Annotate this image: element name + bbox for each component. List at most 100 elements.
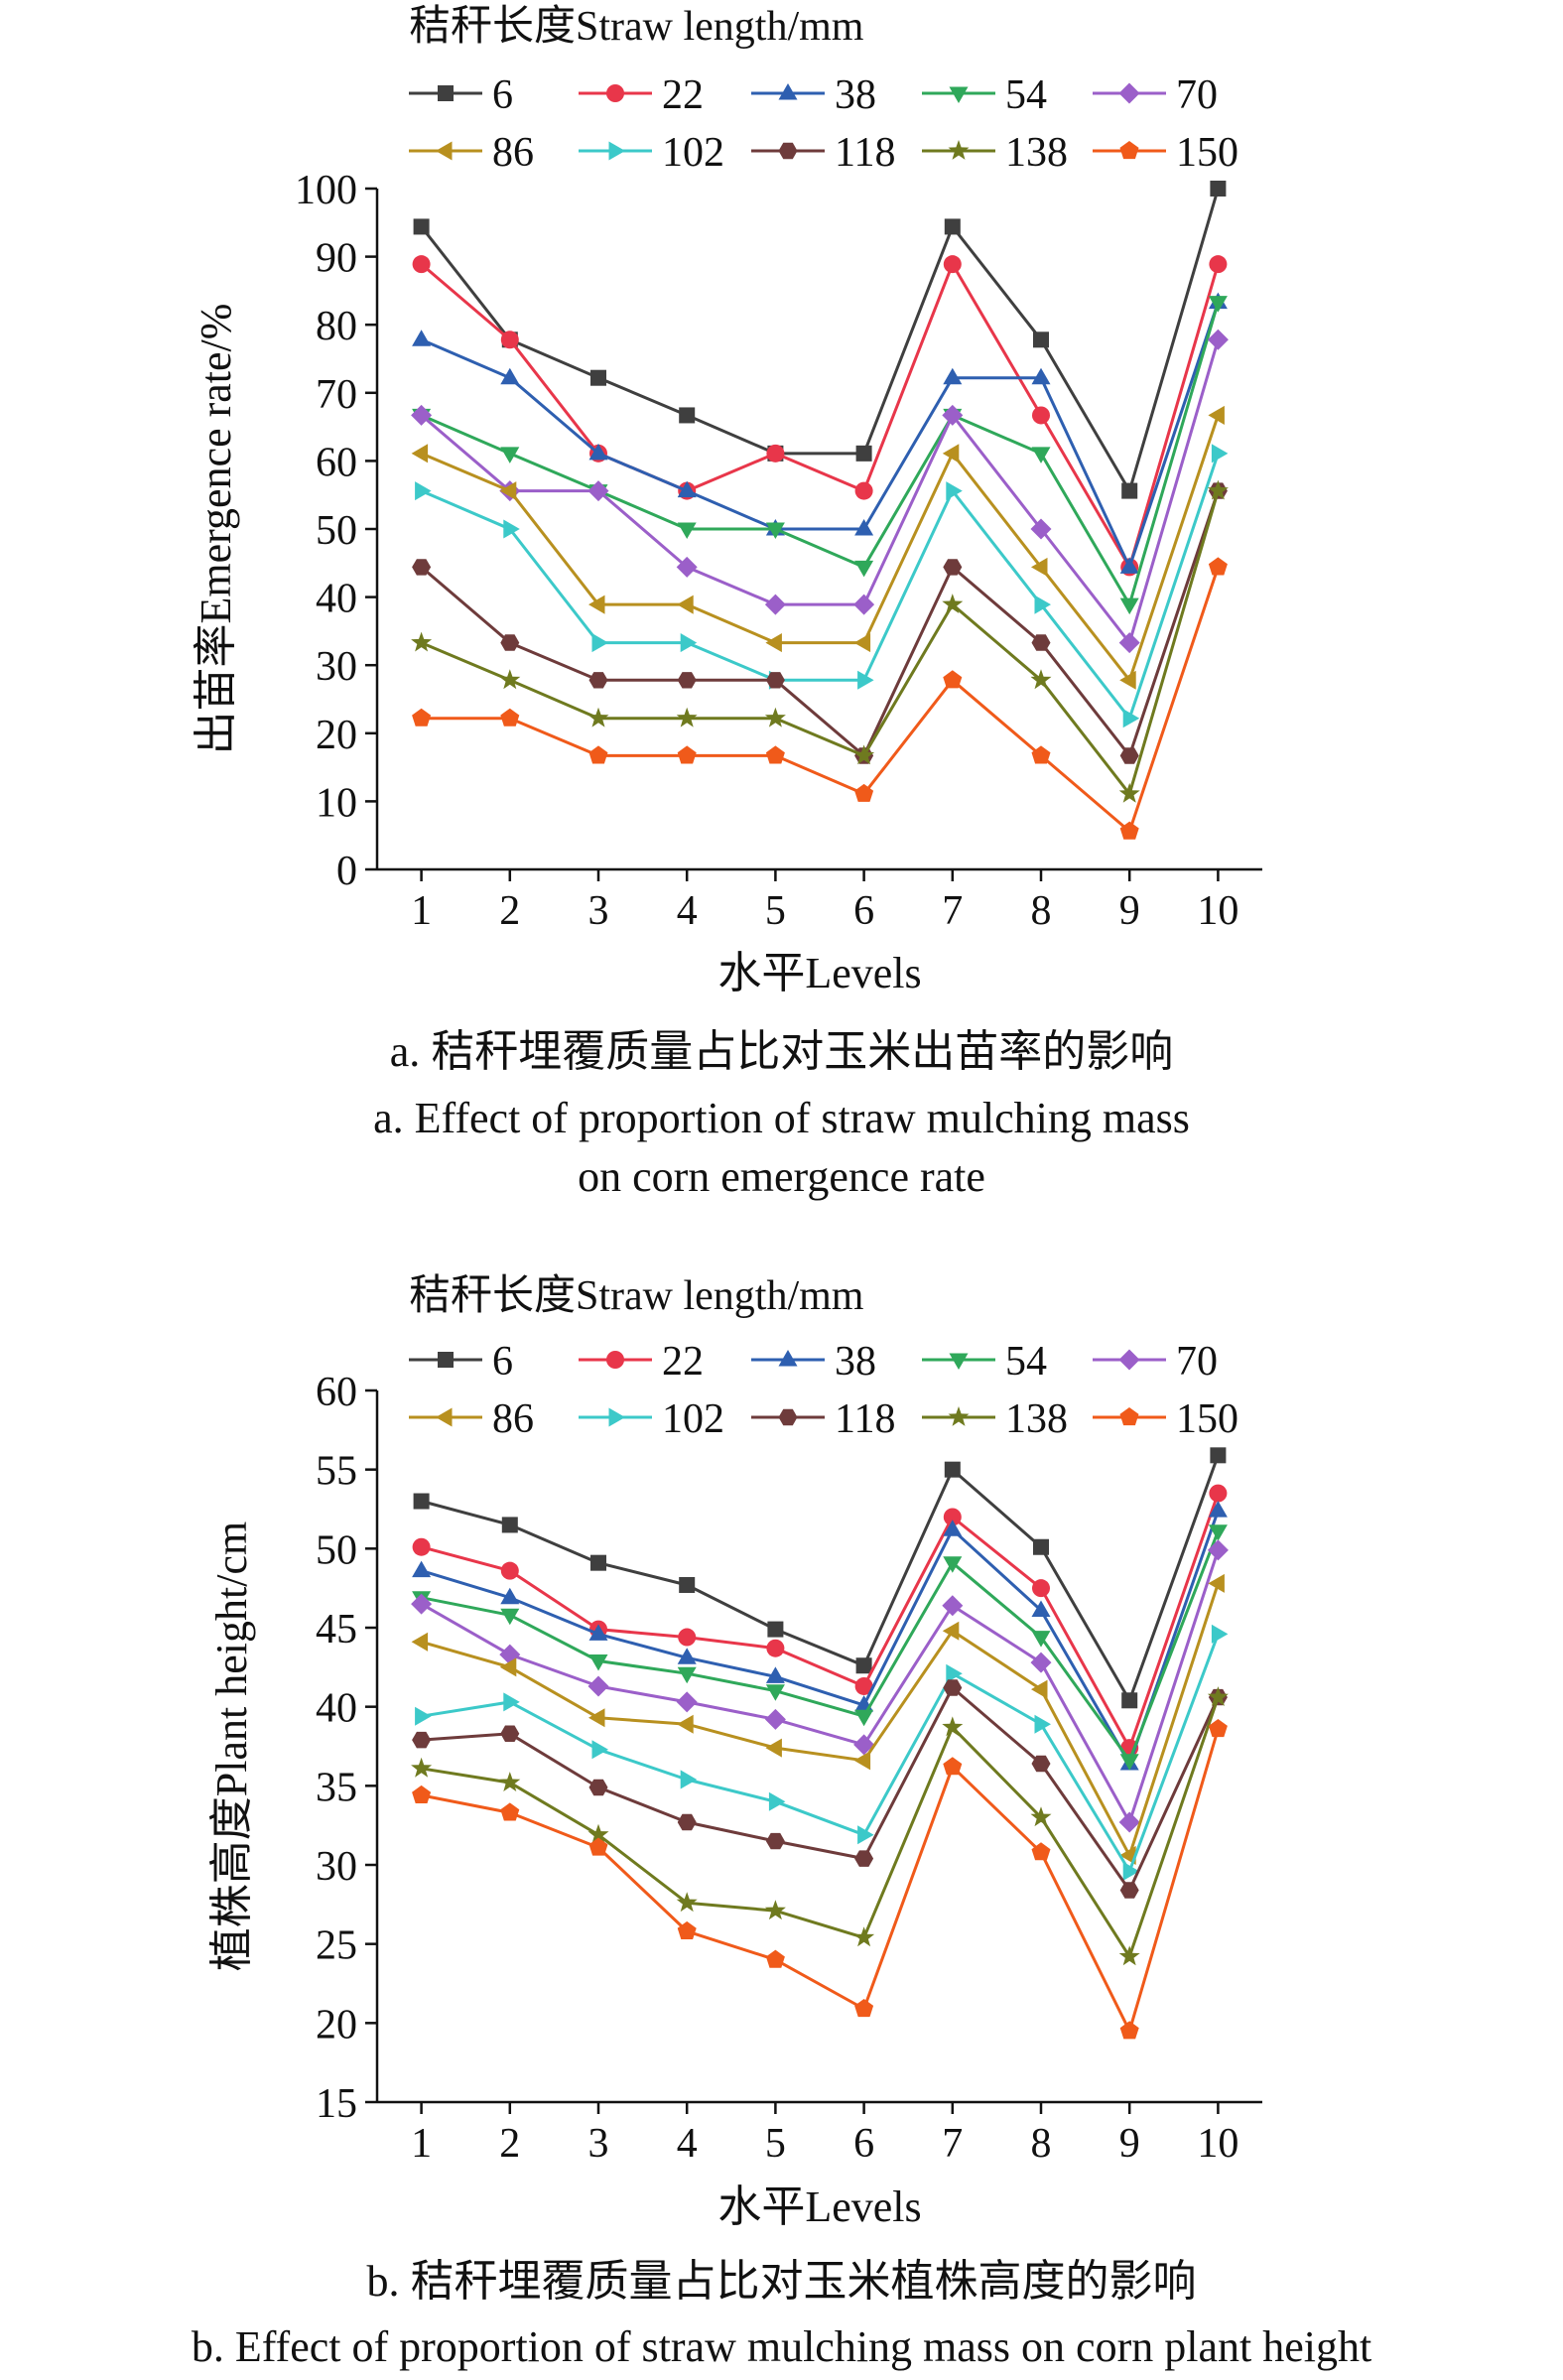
data-point-38 xyxy=(588,443,608,461)
data-point-38 xyxy=(765,1666,785,1683)
data-point-118 xyxy=(588,1779,608,1796)
data-point-86 xyxy=(499,481,517,501)
data-point-54 xyxy=(500,447,520,463)
data-point-118 xyxy=(588,672,608,689)
data-point-138 xyxy=(1118,1945,1140,1966)
legend-label-118: 118 xyxy=(835,130,895,176)
legend-label-86: 86 xyxy=(492,130,534,176)
data-point-102 xyxy=(1034,1714,1051,1734)
series-54 xyxy=(412,296,1228,615)
data-point-86 xyxy=(588,595,605,614)
data-point-6 xyxy=(679,407,696,424)
legend-entry-138: 138 xyxy=(922,130,1068,176)
data-point-138 xyxy=(411,1757,433,1778)
data-point-150 xyxy=(412,1785,432,1803)
data-point-22 xyxy=(412,255,431,274)
data-point-22 xyxy=(500,331,519,349)
data-point-38 xyxy=(412,1560,432,1578)
legend-label-38: 38 xyxy=(835,1339,876,1385)
y-tick-label: 45 xyxy=(316,1607,357,1653)
caption-b-chinese: b. 秸秆埋覆质量占比对玉米植株高度的影响 xyxy=(366,2257,1197,2306)
legend-label-150: 150 xyxy=(1176,130,1238,176)
caption-a-english-line1: a. Effect of proportion of straw mulchin… xyxy=(373,1094,1190,1142)
caption-b-english: b. Effect of proportion of straw mulchin… xyxy=(191,2322,1372,2371)
data-point-38 xyxy=(412,330,432,346)
data-point-22 xyxy=(1209,1484,1228,1503)
data-point-138 xyxy=(587,707,609,727)
data-point-70 xyxy=(942,1595,964,1617)
data-point-150 xyxy=(1031,745,1051,764)
legend-label-22: 22 xyxy=(662,72,704,118)
data-point-6 xyxy=(501,1517,518,1533)
series-102 xyxy=(415,1624,1229,1881)
data-point-86 xyxy=(1119,1845,1136,1865)
data-point-54 xyxy=(765,1684,785,1701)
legend-marker-6 xyxy=(438,85,454,101)
x-tick-label: 6 xyxy=(853,2121,874,2167)
y-tick-label: 0 xyxy=(336,849,357,894)
x-tick-label: 4 xyxy=(677,2121,698,2167)
data-point-86 xyxy=(411,1632,429,1652)
y-axis-label: 植株高度Plant height/cm xyxy=(207,1521,256,1971)
legend-marker-54 xyxy=(949,86,969,103)
data-point-22 xyxy=(943,255,962,274)
x-tick-label: 8 xyxy=(1031,888,1052,934)
series-line-70 xyxy=(420,1549,1220,1824)
data-point-102 xyxy=(1211,1624,1229,1644)
series-line-6 xyxy=(421,1454,1220,1702)
legend-marker-86 xyxy=(436,1407,453,1427)
data-point-70 xyxy=(1118,1811,1140,1833)
series-22 xyxy=(412,255,1228,577)
data-point-118 xyxy=(943,1679,963,1696)
legend-entry-54: 54 xyxy=(922,1339,1047,1385)
data-point-138 xyxy=(853,1926,875,1947)
x-tick-label: 8 xyxy=(1031,2121,1052,2167)
data-point-102 xyxy=(680,633,698,653)
data-point-6 xyxy=(590,369,606,386)
x-tick-label: 2 xyxy=(499,2121,520,2167)
data-point-150 xyxy=(765,1949,785,1968)
data-point-102 xyxy=(857,670,874,690)
legend-entry-118: 118 xyxy=(751,130,895,176)
legend-marker-38 xyxy=(778,83,798,100)
y-tick-label: 35 xyxy=(316,1765,357,1810)
legend-entry-150: 150 xyxy=(1093,1396,1238,1442)
data-point-70 xyxy=(1207,1539,1229,1561)
y-tick-label: 100 xyxy=(295,168,357,213)
data-point-118 xyxy=(1031,634,1051,651)
legend-label-86: 86 xyxy=(492,1396,534,1442)
legend-marker-118 xyxy=(778,142,798,160)
y-tick-label: 55 xyxy=(316,1449,357,1495)
data-point-54 xyxy=(1031,1631,1051,1648)
legend-marker-102 xyxy=(608,141,625,161)
y-tick-label: 20 xyxy=(316,713,357,758)
x-tick-label: 5 xyxy=(765,2121,786,2167)
data-point-150 xyxy=(412,708,432,727)
data-point-54 xyxy=(1208,1524,1228,1541)
data-point-102 xyxy=(946,481,963,501)
legend-marker-102 xyxy=(608,1407,625,1427)
y-tick-label: 15 xyxy=(316,2081,357,2127)
y-tick-label: 60 xyxy=(316,1370,357,1415)
legend-title: 秸秆长度Straw length/mm xyxy=(409,1273,864,1319)
legend-title: 秸秆长度Straw length/mm xyxy=(409,4,864,50)
legend-marker-22 xyxy=(606,1351,624,1369)
series-line-86 xyxy=(421,1582,1220,1857)
data-point-86 xyxy=(1031,1679,1048,1699)
series-102 xyxy=(415,444,1229,728)
series-line-38 xyxy=(421,1510,1220,1766)
data-point-70 xyxy=(764,594,786,615)
series-86 xyxy=(411,1573,1225,1865)
legend-entry-102: 102 xyxy=(579,1396,724,1442)
x-tick-label: 2 xyxy=(499,888,520,934)
legend-label-22: 22 xyxy=(662,1339,704,1385)
y-tick-label: 80 xyxy=(316,304,357,349)
data-point-138 xyxy=(942,1716,964,1737)
data-point-138 xyxy=(1207,1686,1229,1706)
data-point-22 xyxy=(854,481,873,500)
y-tick-label: 60 xyxy=(316,440,357,485)
data-point-138 xyxy=(1030,1806,1052,1827)
data-point-86 xyxy=(677,1714,694,1734)
data-point-6 xyxy=(1033,1538,1049,1555)
data-point-22 xyxy=(412,1537,431,1556)
